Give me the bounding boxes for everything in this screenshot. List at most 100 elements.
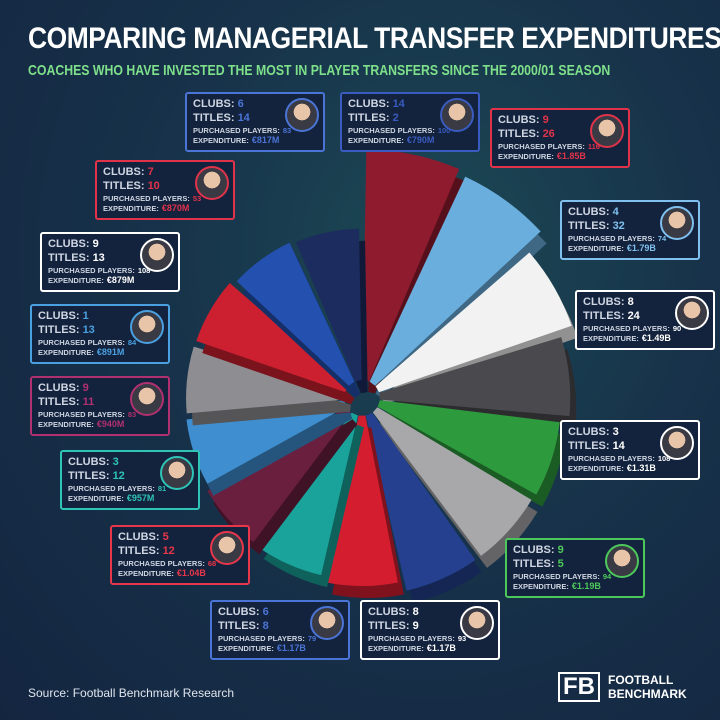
logo-line-2: BENCHMARK	[608, 687, 687, 701]
titles-value: 11	[82, 395, 95, 408]
manager-card: CLUBS: 9 TITLES: 26 PURCHASED PLAYERS: 116 EXP…	[490, 108, 630, 169]
purchased-label: PURCHASED PLAYERS:	[513, 571, 600, 581]
purchased-value: 83	[282, 125, 292, 135]
expenditure-value: €1.85B	[556, 150, 586, 161]
purchased-row: PURCHASED PLAYERS: 108	[568, 454, 692, 463]
expenditure-value: €1.17B	[276, 642, 306, 653]
titles-value: 24	[627, 309, 640, 322]
titles-row: TITLES: 12	[68, 470, 192, 484]
expenditure-row: EXPENDITURE: €891M	[38, 347, 162, 358]
titles-value: 10	[147, 179, 160, 192]
purchased-label: PURCHASED PLAYERS:	[348, 125, 435, 135]
titles-label: TITLES:	[193, 111, 235, 124]
clubs-value: 6	[237, 98, 244, 110]
titles-label: TITLES:	[68, 469, 110, 482]
clubs-label: CLUBS:	[568, 426, 610, 438]
manager-card: CLUBS: 3 TITLES: 12 PURCHASED PLAYERS: 81 EXPE…	[60, 450, 200, 511]
clubs-row: CLUBS: 6	[193, 98, 317, 112]
purchased-value: 53	[192, 193, 202, 203]
purchased-value: 79	[307, 633, 317, 643]
titles-row: TITLES: 9	[368, 620, 492, 634]
purchased-label: PURCHASED PLAYERS:	[193, 125, 280, 135]
titles-label: TITLES:	[513, 557, 555, 570]
slice-9	[207, 407, 352, 543]
purchased-value: 100	[437, 125, 451, 135]
titles-value: 14	[612, 439, 625, 452]
manager-photo	[590, 114, 624, 148]
expenditure-label: EXPENDITURE:	[583, 333, 639, 343]
clubs-row: CLUBS: 14	[348, 98, 472, 112]
purchased-value: 108	[137, 265, 151, 275]
expenditure-label: EXPENDITURE:	[368, 643, 424, 653]
expenditure-value: €1.31B	[626, 462, 656, 473]
logo-line-1: FOOTBALL	[608, 673, 674, 687]
expenditure-value: €940M	[96, 418, 125, 429]
manager-photo	[210, 531, 244, 565]
slice-7	[326, 415, 398, 586]
slice-3	[379, 337, 571, 417]
clubs-value: 7	[147, 166, 154, 178]
expenditure-value: €957M	[126, 492, 155, 503]
expenditure-label: EXPENDITURE:	[118, 568, 174, 578]
clubs-label: CLUBS:	[513, 544, 555, 556]
slice-4	[377, 400, 560, 495]
expenditure-row: EXPENDITURE: €870M	[103, 203, 227, 214]
titles-label: TITLES:	[568, 439, 610, 452]
titles-row: TITLES: 14	[193, 112, 317, 126]
slice-13	[236, 242, 355, 386]
purchased-value: 74	[657, 233, 667, 243]
expenditure-label: EXPENDITURE:	[38, 347, 94, 357]
purchased-value: 94	[602, 571, 612, 581]
manager-card: CLUBS: 9 TITLES: 5 PURCHASED PLAYERS: 94 EXPEN…	[505, 538, 645, 599]
titles-value: 13	[92, 251, 105, 264]
manager-photo	[660, 426, 694, 460]
slice-14	[295, 228, 362, 382]
expenditure-value: €1.19B	[571, 580, 601, 591]
clubs-label: CLUBS:	[348, 98, 390, 110]
clubs-value: 3	[612, 426, 619, 438]
purchased-value: 81	[157, 483, 167, 493]
purchased-row: PURCHASED PLAYERS: 93	[368, 634, 492, 643]
clubs-value: 14	[392, 98, 405, 110]
slice-12	[196, 283, 349, 393]
purchased-value: 90	[672, 323, 682, 333]
purchased-label: PURCHASED PLAYERS:	[568, 233, 655, 243]
titles-value: 32	[612, 219, 625, 232]
expenditure-row: EXPENDITURE: €1.04B	[118, 568, 242, 579]
clubs-row: CLUBS: 9	[48, 238, 172, 252]
clubs-row: CLUBS: 8	[368, 606, 492, 620]
manager-photo	[310, 606, 344, 640]
clubs-label: CLUBS:	[38, 382, 80, 394]
expenditure-value: €1.04B	[176, 567, 206, 578]
titles-row: TITLES: 8	[218, 620, 342, 634]
expenditure-label: EXPENDITURE:	[68, 493, 124, 503]
clubs-row: CLUBS: 7	[103, 166, 227, 180]
slice-2	[375, 252, 572, 393]
manager-photo	[605, 544, 639, 578]
expenditure-label: EXPENDITURE:	[193, 135, 249, 145]
manager-photo	[160, 456, 194, 490]
expenditure-row: EXPENDITURE: €1.17B	[368, 643, 492, 654]
clubs-label: CLUBS:	[38, 310, 80, 322]
titles-row: TITLES: 10	[103, 180, 227, 194]
clubs-label: CLUBS:	[118, 531, 160, 543]
manager-card: CLUBS: 3 TITLES: 14 PURCHASED PLAYERS: 108 EXP…	[560, 420, 700, 481]
expenditure-label: EXPENDITURE:	[568, 243, 624, 253]
expenditure-value: €1.49B	[641, 332, 671, 343]
manager-card: CLUBS: 8 TITLES: 24 PURCHASED PLAYERS: 90 EXPE…	[575, 290, 715, 351]
clubs-value: 9	[542, 114, 549, 126]
expenditure-label: EXPENDITURE:	[568, 463, 624, 473]
titles-row: TITLES: 32	[568, 220, 692, 234]
clubs-row: CLUBS: 9	[38, 382, 162, 396]
clubs-label: CLUBS:	[193, 98, 235, 110]
titles-value: 26	[542, 127, 555, 140]
clubs-value: 8	[412, 606, 419, 618]
purchased-label: PURCHASED PLAYERS:	[498, 141, 585, 151]
titles-label: TITLES:	[38, 395, 80, 408]
expenditure-row: EXPENDITURE: €1.19B	[513, 581, 637, 592]
clubs-row: CLUBS: 6	[218, 606, 342, 620]
clubs-row: CLUBS: 3	[568, 426, 692, 440]
expenditure-value: €879M	[106, 274, 135, 285]
titles-value: 2	[392, 111, 399, 124]
purchased-row: PURCHASED PLAYERS: 94	[513, 572, 637, 581]
